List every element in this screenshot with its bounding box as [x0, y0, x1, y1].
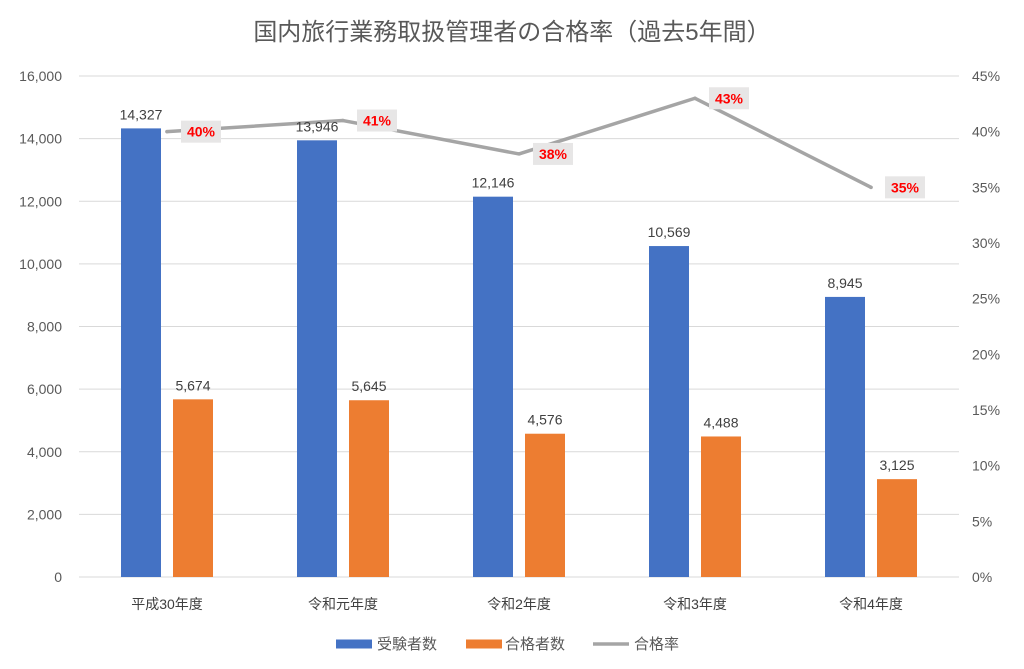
passers-bar	[877, 479, 917, 577]
category-label: 平成30年度	[131, 596, 203, 612]
pass-rate-label: 41%	[363, 113, 392, 129]
left-axis-tick-label: 2,000	[27, 506, 62, 522]
category-axis: 平成30年度 令和元年度 令和2年度 令和3年度 令和4年度	[131, 596, 903, 612]
bar-series	[121, 128, 917, 578]
pass-rate-point	[341, 118, 345, 123]
bar-data-labels: 14,327 13,946 12,146 10,569 8,945 5,674 5,645 4…	[120, 106, 915, 473]
passers-bar	[701, 436, 741, 577]
category-label: 令和4年度	[839, 596, 903, 612]
right-axis-tick-label: 5%	[972, 513, 992, 529]
left-axis-tick-label: 8,000	[27, 319, 62, 335]
pass-rate-point	[693, 96, 697, 101]
pass-rate-label-box	[181, 120, 221, 143]
left-axis-tick-label: 6,000	[27, 381, 62, 397]
pass-rate-label: 43%	[715, 90, 744, 106]
legend-label-pass-rate: 合格率	[634, 636, 679, 653]
right-axis-tick-label: 45%	[972, 68, 1000, 84]
pass-rate-label: 35%	[891, 179, 920, 195]
left-axis-tick-label: 0	[54, 569, 62, 585]
chart-title: 国内旅行業務取扱管理者の合格率（過去5年間）	[253, 19, 770, 46]
right-axis-tick-label: 40%	[972, 124, 1000, 140]
pass-rate-label: 40%	[187, 124, 216, 140]
passers-bar	[173, 399, 213, 577]
legend-label-examinees: 受験者数	[377, 636, 437, 653]
right-axis-tick-label: 10%	[972, 458, 1000, 474]
line-data-labels: 40% 41% 38% 43% 35%	[181, 87, 925, 199]
pass-rate-label-box	[709, 87, 749, 110]
pass-rate-point	[869, 185, 873, 190]
legend-label-passers: 合格者数	[505, 636, 565, 653]
left-axis-tick-label: 4,000	[27, 444, 62, 460]
category-label: 令和2年度	[487, 596, 551, 612]
left-axis-tick-label: 12,000	[19, 193, 62, 209]
examinees-bar-label: 12,146	[472, 175, 515, 191]
passers-bar-label: 3,125	[879, 457, 914, 473]
left-axis-tick-label: 16,000	[19, 68, 62, 84]
passers-bar-label: 4,488	[703, 414, 738, 430]
examinees-bar-label: 13,946	[296, 118, 339, 134]
examinees-bar	[649, 246, 689, 578]
passers-bar-label: 5,674	[175, 377, 210, 393]
left-axis-tick-label: 14,000	[19, 131, 62, 147]
left-axis: 0 2,000 4,000 6,000 8,000 10,000 12,000 14,000 1…	[19, 68, 62, 585]
right-axis-tick-label: 25%	[972, 291, 1000, 307]
examinees-bar	[297, 140, 337, 578]
pass-rate-label-box	[533, 142, 573, 165]
category-label: 令和元年度	[308, 596, 378, 612]
passers-bar-label: 5,645	[351, 378, 386, 394]
gridlines	[79, 75, 959, 578]
examinees-bar-label: 8,945	[827, 275, 862, 291]
pass-rate-point	[165, 129, 169, 134]
pass-rate-label-box	[885, 176, 925, 199]
legend: 受験者数 合格者数 合格率	[336, 636, 679, 653]
examinees-bar-label: 14,327	[120, 106, 163, 122]
examinees-bar	[121, 128, 161, 578]
passers-bar	[525, 433, 565, 577]
right-axis-tick-label: 35%	[972, 179, 1000, 195]
examinees-bar-label: 10,569	[648, 224, 691, 240]
right-axis-tick-label: 30%	[972, 235, 1000, 251]
left-axis-tick-label: 10,000	[19, 256, 62, 272]
pass-rate-point	[517, 152, 521, 156]
right-axis-tick-label: 15%	[972, 402, 1000, 418]
pass-rate-label: 38%	[539, 146, 568, 162]
examinees-bar	[473, 196, 513, 577]
passers-bar-label: 4,576	[527, 412, 562, 428]
examinees-bar	[825, 296, 865, 577]
legend-swatch-passers	[466, 639, 502, 649]
right-axis-tick-label: 20%	[972, 346, 1000, 362]
passers-bar	[349, 400, 389, 577]
line-series	[165, 96, 873, 190]
right-axis-tick-label: 0%	[972, 569, 992, 585]
legend-swatch-examinees	[336, 639, 372, 649]
right-axis: 0% 5% 10% 15% 20% 25% 30% 35% 40% 45%	[972, 68, 1000, 585]
category-label: 令和3年度	[663, 596, 727, 612]
pass-rate-label-box	[357, 109, 397, 132]
